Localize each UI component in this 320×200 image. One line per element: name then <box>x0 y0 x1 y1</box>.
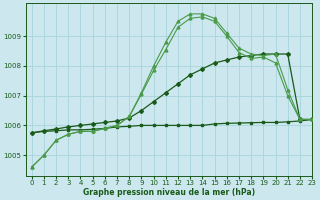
X-axis label: Graphe pression niveau de la mer (hPa): Graphe pression niveau de la mer (hPa) <box>83 188 255 197</box>
